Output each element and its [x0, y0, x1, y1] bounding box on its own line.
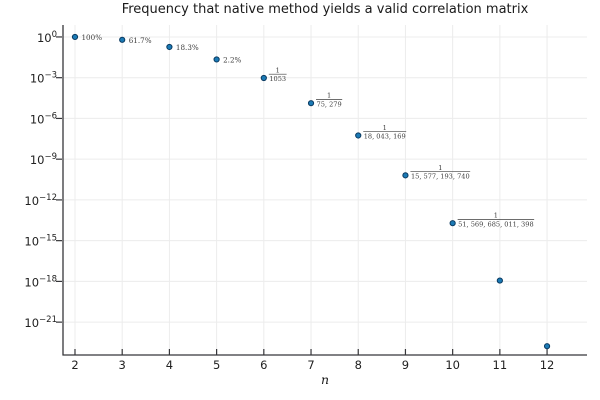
- point-annotation-fraction-numerator: 1: [327, 92, 331, 100]
- y-tick-label: 10−18: [24, 274, 57, 289]
- x-tick-label: 2: [71, 358, 78, 372]
- point-annotation-fraction-denominator: 75, 279: [317, 100, 342, 108]
- x-tick-label: 12: [540, 358, 555, 372]
- x-tick-label: 8: [355, 358, 362, 372]
- data-point: [449, 220, 456, 227]
- data-point: [355, 132, 362, 139]
- y-tick-label: 10−6: [30, 111, 57, 126]
- point-annotation-fraction-numerator: 1: [494, 212, 498, 220]
- x-tick-label: 10: [445, 358, 460, 372]
- y-tick-label: 10−9: [30, 152, 57, 167]
- point-annotation-fraction-denominator: 1053: [269, 75, 286, 83]
- data-point: [260, 74, 267, 82]
- point-annotation-fraction-denominator: 51, 569, 685, 011, 398: [458, 220, 534, 228]
- y-tick-label: 10−15: [24, 234, 57, 249]
- x-tick-label: 11: [493, 358, 508, 372]
- data-point: [543, 343, 551, 350]
- point-annotation-fraction-numerator: 1: [276, 66, 280, 74]
- x-tick-label: 6: [260, 358, 267, 372]
- x-tick-label: 3: [119, 358, 126, 372]
- data-point: [496, 277, 503, 284]
- x-tick-label: 5: [213, 358, 220, 372]
- x-axis: 2 3 4 5 6 7 8 9 10 11 12 n: [71, 349, 554, 387]
- y-tick-label: 10−12: [24, 193, 57, 208]
- y-tick-label: 10−3: [30, 71, 57, 86]
- point-annotation-fraction-numerator: 1: [383, 124, 387, 132]
- point-annotation-fraction-numerator: 1: [438, 164, 442, 172]
- data-point: [307, 100, 315, 107]
- data-point: [166, 43, 173, 51]
- point-annotation-fraction-denominator: 15, 577, 193, 740: [411, 173, 470, 181]
- point-annotation-text: 2.2%: [223, 55, 241, 64]
- point-annotation-text: 18.3%: [176, 43, 199, 52]
- axes: [62, 25, 587, 356]
- point-annotation-fraction-denominator: 18, 043, 169: [364, 133, 406, 141]
- data-point: [119, 36, 126, 43]
- data-point: [213, 56, 220, 63]
- point-annotation-text: 61.7%: [129, 36, 152, 45]
- x-tick-label: 9: [402, 358, 409, 372]
- chart-title: Frequency that native method yields a va…: [121, 2, 529, 17]
- x-tick-label: 4: [166, 358, 173, 372]
- point-annotation-text: 100%: [81, 33, 102, 42]
- x-tick-label: 7: [307, 358, 314, 372]
- data-point: [402, 172, 409, 179]
- data-point: [71, 33, 79, 41]
- y-tick-label: 10−21: [24, 315, 57, 330]
- y-axis: 100 10−3 10−6 10−9 10−12 10−15 10−18 10−21: [24, 30, 62, 330]
- x-axis-label: n: [321, 372, 329, 387]
- data-points: [71, 33, 551, 350]
- y-tick-label: 100: [37, 30, 57, 45]
- grid-lines: [63, 25, 587, 355]
